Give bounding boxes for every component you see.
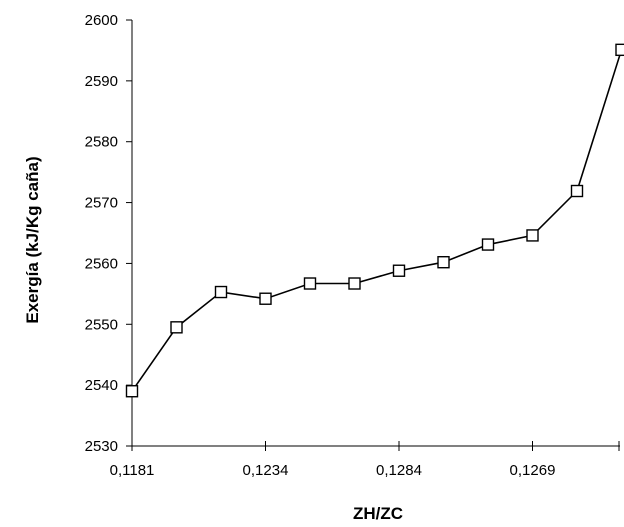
data-point-marker xyxy=(437,256,450,269)
data-point-marker xyxy=(170,321,183,334)
data-point-marker xyxy=(348,277,361,290)
x-tick-label: 0,1269 xyxy=(510,462,556,479)
data-point-marker xyxy=(615,43,624,57)
y-axis-title: Exergía (kJ/Kg caña) xyxy=(23,156,42,323)
y-axis-ticks: 2530 2540 2550 2560 2570 2580 2590 2600 xyxy=(85,12,132,455)
x-tick-label: 0,1234 xyxy=(243,462,289,479)
chart-axes xyxy=(131,20,620,447)
y-tick-label: 2580 xyxy=(85,134,118,151)
y-tick-label: 2600 xyxy=(85,12,118,29)
y-tick-label: 2540 xyxy=(85,377,118,394)
data-point-marker xyxy=(303,277,317,290)
data-point-marker xyxy=(125,385,139,398)
y-tick-label: 2550 xyxy=(85,316,118,333)
data-point-marker xyxy=(481,238,495,251)
x-axis-title: ZH/ZC xyxy=(353,504,403,523)
data-point-marker xyxy=(259,292,272,305)
data-point-marker xyxy=(214,285,228,299)
y-tick-label: 2530 xyxy=(85,438,118,455)
y-tick-label: 2590 xyxy=(85,73,118,90)
x-axis-ticks: 0,1181 0,1234 0,1284 0,1269 xyxy=(110,441,620,479)
y-tick-label: 2560 xyxy=(85,255,118,272)
x-tick-label: 0,1284 xyxy=(376,462,422,479)
series-layer xyxy=(125,43,624,398)
x-tick-label: 0,1181 xyxy=(110,462,155,479)
data-point-marker xyxy=(570,184,584,198)
y-tick-label: 2570 xyxy=(85,195,118,212)
data-point-marker xyxy=(392,264,406,277)
series-line xyxy=(131,49,623,392)
data-point-marker xyxy=(526,229,539,242)
